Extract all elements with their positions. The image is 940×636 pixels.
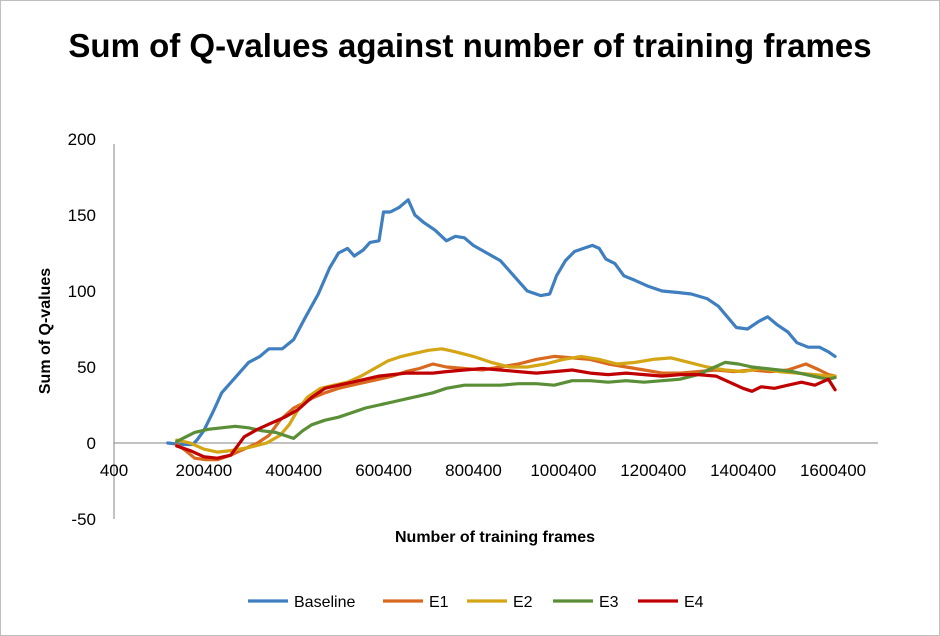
chart-title: Sum of Q-values against number of traini…	[68, 27, 872, 64]
legend-label-e2: E2	[513, 594, 533, 611]
y-tick-label: 150	[68, 206, 96, 225]
x-tick-label: 200400	[176, 461, 233, 480]
legend-label-e4: E4	[684, 594, 704, 611]
x-tick-label: 600400	[355, 461, 412, 480]
y-tick-label: 50	[77, 358, 96, 377]
legend-label-baseline: Baseline	[294, 594, 355, 611]
x-tick-label: 1400400	[710, 461, 776, 480]
y-tick-label: 0	[87, 434, 96, 453]
series-line-baseline	[166, 198, 837, 447]
y-axis-title: Sum of Q-values	[37, 268, 54, 394]
series-line-e4	[175, 366, 837, 460]
series-line-e3	[175, 360, 837, 444]
legend-label-e3: E3	[599, 594, 619, 611]
x-tick-label: 1200400	[620, 461, 686, 480]
x-axis-title: Number of training frames	[395, 529, 595, 546]
x-tick-label: 1000400	[530, 461, 596, 480]
legend-label-e1: E1	[429, 594, 449, 611]
x-tick-label: 400	[100, 461, 128, 480]
y-tick-label: 200	[68, 130, 96, 149]
chart-legend: Baseline E1 E2 E3 E4	[248, 594, 704, 611]
y-tick-label: 100	[68, 282, 96, 301]
chart-series	[166, 198, 837, 462]
x-tick-label: 400400	[265, 461, 322, 480]
x-tick-label: 800400	[445, 461, 502, 480]
y-tick-label: -50	[71, 510, 96, 529]
x-tick-label: 1600400	[800, 461, 866, 480]
